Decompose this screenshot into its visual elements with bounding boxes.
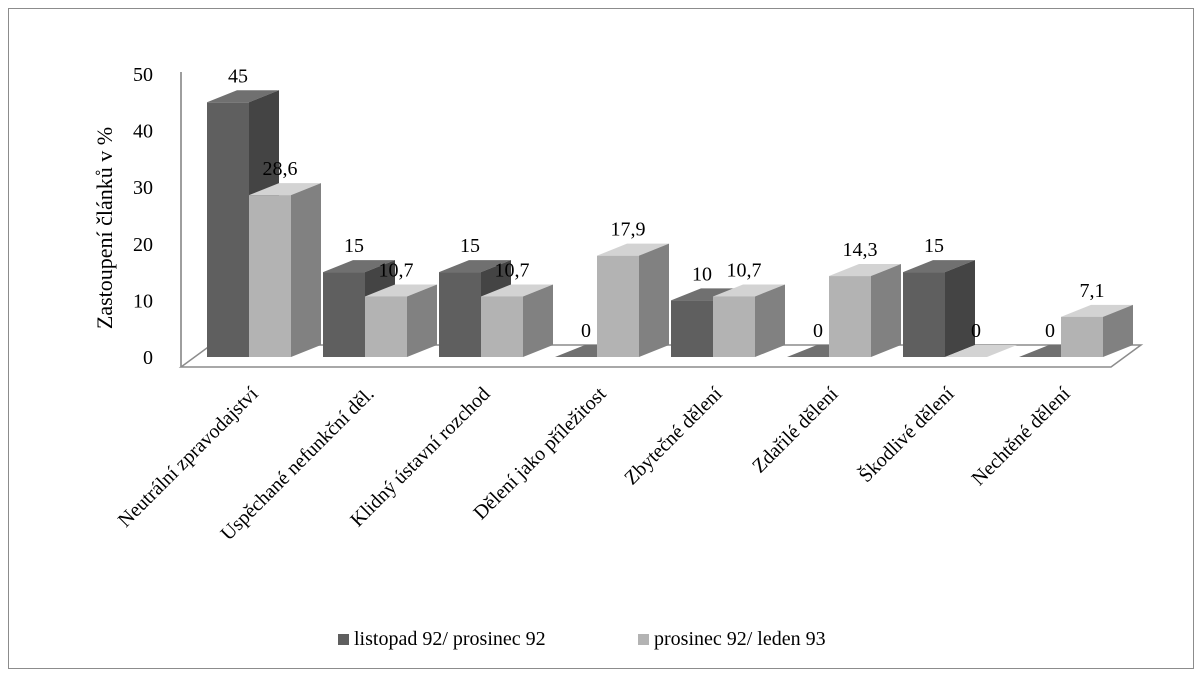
bar-side bbox=[291, 183, 321, 357]
bar-top bbox=[713, 284, 785, 297]
data-label: 45 bbox=[228, 65, 248, 87]
data-label: 0 bbox=[581, 320, 591, 342]
bar-top bbox=[365, 284, 437, 297]
data-label: 15 bbox=[460, 235, 480, 257]
bar bbox=[249, 195, 291, 357]
bar bbox=[671, 300, 713, 357]
data-label: 0 bbox=[813, 320, 823, 342]
data-label: 10,7 bbox=[495, 259, 530, 281]
y-tick-label: 30 bbox=[133, 177, 153, 199]
bar-group bbox=[1061, 304, 1133, 357]
bar-group bbox=[829, 264, 901, 357]
data-label: 0 bbox=[1045, 320, 1055, 342]
bar-top bbox=[671, 288, 743, 301]
bar bbox=[207, 102, 249, 357]
bar-group bbox=[945, 345, 1017, 357]
data-label: 10,7 bbox=[379, 259, 414, 281]
bar bbox=[439, 272, 481, 357]
y-tick-label: 0 bbox=[143, 347, 153, 369]
bar-top bbox=[207, 90, 279, 103]
bar-group bbox=[365, 284, 437, 357]
bar-side bbox=[1103, 304, 1133, 357]
bar-top bbox=[323, 260, 395, 273]
bar-top bbox=[829, 264, 901, 277]
y-tick-label: 50 bbox=[133, 64, 153, 86]
bar bbox=[323, 272, 365, 357]
bar-side bbox=[755, 284, 785, 357]
bar-group bbox=[249, 183, 321, 357]
data-label: 10,7 bbox=[727, 259, 762, 281]
bar-side bbox=[523, 284, 553, 357]
bar-top bbox=[249, 183, 321, 196]
bar bbox=[597, 255, 639, 357]
bar-side bbox=[871, 264, 901, 357]
bar-top bbox=[1061, 304, 1133, 317]
y-tick-label: 20 bbox=[133, 234, 153, 256]
bar bbox=[481, 296, 523, 357]
data-label: 28,6 bbox=[263, 158, 298, 180]
bars bbox=[207, 90, 1133, 358]
bar-group bbox=[713, 284, 785, 357]
y-tick-labels: 0 10 20 30 40 50 bbox=[133, 64, 153, 369]
chart-floor bbox=[178, 344, 1144, 368]
bar-top bbox=[597, 243, 669, 256]
bar bbox=[1061, 316, 1103, 357]
data-label: 10 bbox=[692, 263, 712, 285]
bar-top bbox=[945, 345, 1017, 357]
bar-side bbox=[945, 260, 975, 357]
legend: listopad 92/ prosinec 92 prosinec 92/ le… bbox=[338, 628, 826, 650]
axes bbox=[178, 72, 1144, 368]
legend-swatch-listopad bbox=[338, 634, 349, 645]
bar-side bbox=[639, 243, 669, 357]
data-label: 7,1 bbox=[1080, 280, 1105, 302]
data-label: 17,9 bbox=[611, 219, 646, 241]
bar bbox=[829, 276, 871, 357]
legend-swatch-prosinec bbox=[638, 634, 649, 645]
data-label: 15 bbox=[344, 235, 364, 257]
data-label: 15 bbox=[924, 235, 944, 257]
bar bbox=[365, 296, 407, 357]
y-tick-label: 40 bbox=[133, 121, 153, 143]
bar-top bbox=[439, 260, 511, 273]
y-axis-label: Zastoupení článků v % bbox=[92, 127, 117, 329]
y-tick-label: 10 bbox=[133, 290, 153, 312]
bar bbox=[713, 296, 755, 357]
data-label: 14,3 bbox=[843, 239, 878, 261]
bar-group bbox=[903, 260, 975, 357]
data-label: 0 bbox=[971, 320, 981, 342]
bar bbox=[903, 272, 945, 357]
legend-label-prosinec: prosinec 92/ leden 93 bbox=[654, 628, 826, 650]
bar-side bbox=[407, 284, 437, 357]
bar-group bbox=[597, 243, 669, 357]
data-labels: 45 28,6 15 10,7 15 10,7 0 17,9 10 10,7 0 14,3 15 0 0 7,… bbox=[228, 65, 1105, 342]
legend-label-listopad: listopad 92/ prosinec 92 bbox=[354, 628, 546, 650]
bar-group bbox=[481, 284, 553, 357]
bar-top bbox=[903, 260, 975, 273]
bar-top bbox=[481, 284, 553, 297]
